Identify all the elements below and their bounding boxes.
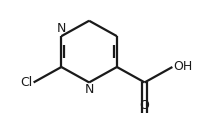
Text: O: O: [140, 99, 150, 112]
Text: Cl: Cl: [21, 76, 33, 89]
Text: OH: OH: [173, 60, 192, 74]
Text: N: N: [57, 22, 66, 35]
Text: N: N: [84, 83, 94, 96]
